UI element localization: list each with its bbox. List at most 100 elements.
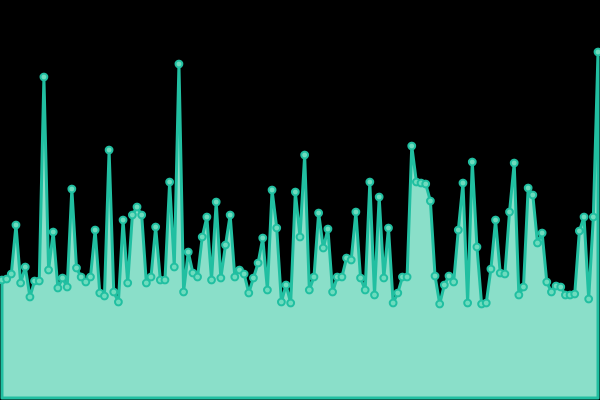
data-point-marker [118, 215, 128, 225]
data-point-marker [267, 185, 277, 195]
data-point-marker [160, 275, 170, 285]
data-point-marker [547, 287, 556, 297]
data-point-marker [556, 282, 566, 292]
data-point-marker [290, 187, 300, 197]
data-point-marker [505, 207, 514, 217]
data-point-marker [430, 271, 440, 281]
data-point-marker [221, 240, 230, 250]
data-point-marker [225, 210, 235, 220]
data-point-marker [48, 227, 58, 237]
data-point-marker [72, 263, 81, 273]
data-point-marker [458, 178, 468, 188]
data-point-marker [439, 280, 449, 290]
data-point-marker [34, 276, 44, 286]
data-point-marker [216, 273, 226, 283]
data-point-marker [20, 262, 30, 272]
data-point-marker [509, 158, 519, 168]
data-point-marker [53, 283, 63, 293]
data-point-marker [314, 208, 324, 218]
data-point-marker [421, 179, 431, 189]
data-point-marker [528, 190, 538, 200]
data-point-marker [574, 226, 584, 236]
data-point-marker [151, 222, 161, 232]
data-point-marker [435, 299, 445, 309]
data-point-marker [463, 298, 473, 308]
data-point-marker [584, 294, 594, 304]
data-point-marker [44, 265, 53, 275]
data-point-marker [323, 224, 333, 234]
data-point-marker [67, 184, 77, 194]
data-point-marker [425, 196, 435, 206]
data-point-marker [25, 292, 35, 302]
data-point-marker [533, 238, 542, 248]
data-point-marker [519, 282, 528, 292]
data-point-marker [127, 210, 137, 220]
data-point-marker [304, 285, 314, 295]
data-point-marker [295, 232, 305, 242]
data-points [0, 47, 600, 309]
data-point-marker [467, 157, 477, 167]
data-point-marker [244, 288, 254, 298]
data-point-marker [472, 242, 482, 252]
data-point-marker [230, 272, 240, 282]
data-point-marker [500, 269, 510, 279]
data-point-marker [165, 177, 175, 187]
data-point-marker [207, 275, 216, 285]
data-point-marker [276, 297, 286, 307]
data-point-marker [132, 202, 142, 212]
data-point-marker [588, 212, 598, 222]
data-point-marker [62, 282, 72, 292]
data-point-marker [146, 272, 156, 282]
data-point-marker [318, 243, 328, 253]
data-point-marker [453, 225, 463, 235]
data-point-marker [374, 192, 384, 202]
data-point-marker [286, 298, 296, 308]
data-point-marker [183, 247, 193, 257]
data-point-marker [114, 297, 123, 307]
data-point-marker [100, 291, 109, 301]
data-point-marker [309, 272, 319, 282]
data-point-marker [76, 272, 86, 282]
data-point-marker [514, 290, 524, 300]
data-point-marker [346, 255, 356, 265]
data-point-marker [444, 271, 454, 281]
data-point-marker [542, 277, 552, 287]
data-point-marker [90, 225, 100, 235]
data-point-marker [272, 223, 282, 233]
data-point-marker [328, 287, 337, 297]
data-point-marker [202, 212, 212, 222]
data-point-marker [402, 272, 412, 282]
data-point-marker [179, 287, 188, 297]
data-point-marker [253, 258, 263, 268]
data-point-marker [365, 177, 375, 187]
data-point-marker [174, 59, 184, 69]
data-point-marker [407, 141, 417, 151]
data-point-marker [197, 232, 207, 242]
data-point-marker [300, 150, 310, 160]
data-point-marker [249, 273, 258, 283]
data-point-marker [104, 145, 114, 155]
data-point-marker [537, 228, 547, 238]
data-point-marker [570, 289, 580, 299]
data-point-marker [393, 288, 403, 298]
data-point-marker [491, 215, 500, 225]
data-point-marker [351, 207, 361, 217]
data-point-marker [86, 272, 95, 282]
area-fill-path [0, 50, 600, 400]
data-point-marker [81, 277, 91, 287]
data-point-marker [523, 183, 533, 193]
data-point-marker [593, 47, 600, 57]
data-point-marker [384, 223, 393, 233]
data-point-marker [258, 233, 268, 243]
data-point-marker [58, 273, 67, 283]
data-point-marker [379, 273, 389, 283]
data-point-marker [449, 277, 459, 287]
data-point-marker [193, 272, 202, 282]
data-point-marker [579, 212, 589, 222]
data-point-marker [169, 262, 179, 272]
data-point-marker [481, 298, 491, 308]
data-point-marker [141, 278, 151, 288]
data-point-marker [6, 269, 16, 279]
data-point-marker [263, 285, 272, 295]
